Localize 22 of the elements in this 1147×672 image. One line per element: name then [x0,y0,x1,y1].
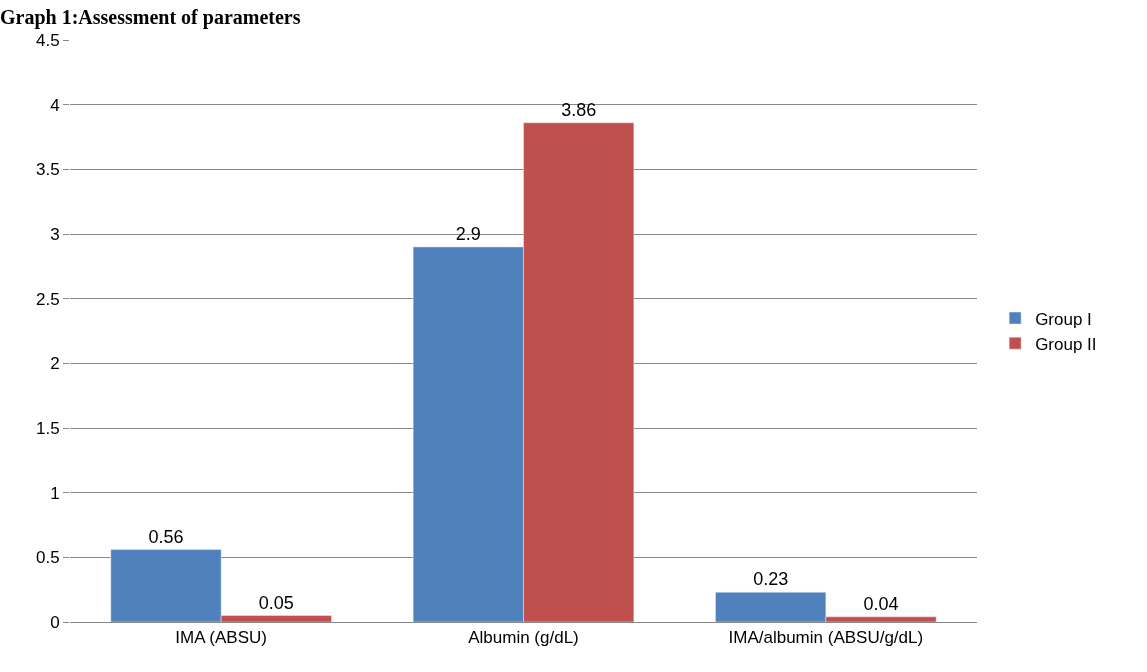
y-tick-label: 3 [50,224,60,244]
x-tick-label: IMA (ABSU) [175,628,267,648]
x-tick-label: IMA/albumin (ABSU/g/dL) [728,628,924,648]
data-label: 0.05 [258,592,294,613]
data-label: 2.9 [455,223,481,244]
y-tick-label: 0.5 [35,548,60,568]
y-tick-label: 4.5 [35,30,60,50]
legend-label: Group I [1035,309,1092,329]
y-tick-label: 1.5 [35,418,60,438]
chart-title: Graph 1:Assessment of parameters [0,6,301,30]
x-tick-label: Albumin (g/dL) [468,628,579,648]
y-tick-label: 2 [50,354,60,374]
y-tick-label: 4 [50,95,60,115]
y-tick-label: 1 [50,483,60,503]
y-tick-label: 0 [50,612,60,632]
legend-label: Group II [1035,334,1097,354]
y-tick-label: 2.5 [35,289,60,309]
data-label: 0.56 [148,526,184,547]
y-tick-label: 3.5 [35,160,60,180]
data-label: 0.23 [753,569,789,590]
data-label: 0.04 [863,593,899,614]
data-label: 3.86 [561,99,597,120]
